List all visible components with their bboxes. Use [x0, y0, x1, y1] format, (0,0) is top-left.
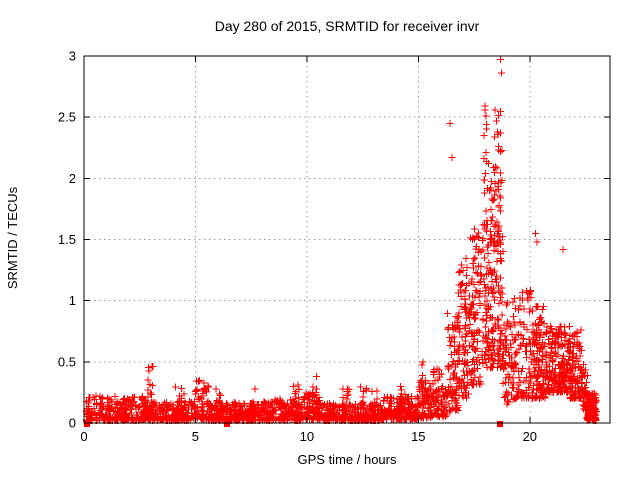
y-tick-label: 1.5 [58, 232, 76, 247]
y-tick-label: 3 [69, 49, 76, 64]
grid-lines [84, 56, 610, 423]
plot-border [83, 55, 611, 424]
y-axis-tick-labels: 0 0.5 1 1.5 2 2.5 3 [58, 49, 76, 431]
chart-title: Day 280 of 2015, SRMTID for receiver inv… [215, 18, 480, 34]
x-tick-label: 10 [300, 429, 314, 444]
y-axis-label: SRMTID / TECUs [5, 186, 20, 289]
y-tick-label: 2.5 [58, 110, 76, 125]
x-tick-label: 0 [80, 429, 87, 444]
x-tick-label: 5 [192, 429, 199, 444]
y-tick-label: 1 [69, 293, 76, 308]
scatter-data-points [83, 56, 600, 424]
x-tick-label: 15 [411, 429, 425, 444]
y-tick-label: 0 [69, 416, 76, 431]
x-axis-label: GPS time / hours [298, 452, 397, 467]
axis-tick-marks [83, 55, 610, 424]
y-tick-label: 2 [69, 171, 76, 186]
x-axis-tick-labels: 0 5 10 15 20 [80, 429, 537, 444]
x-tick-label: 20 [523, 429, 537, 444]
y-tick-label: 0.5 [58, 354, 76, 369]
